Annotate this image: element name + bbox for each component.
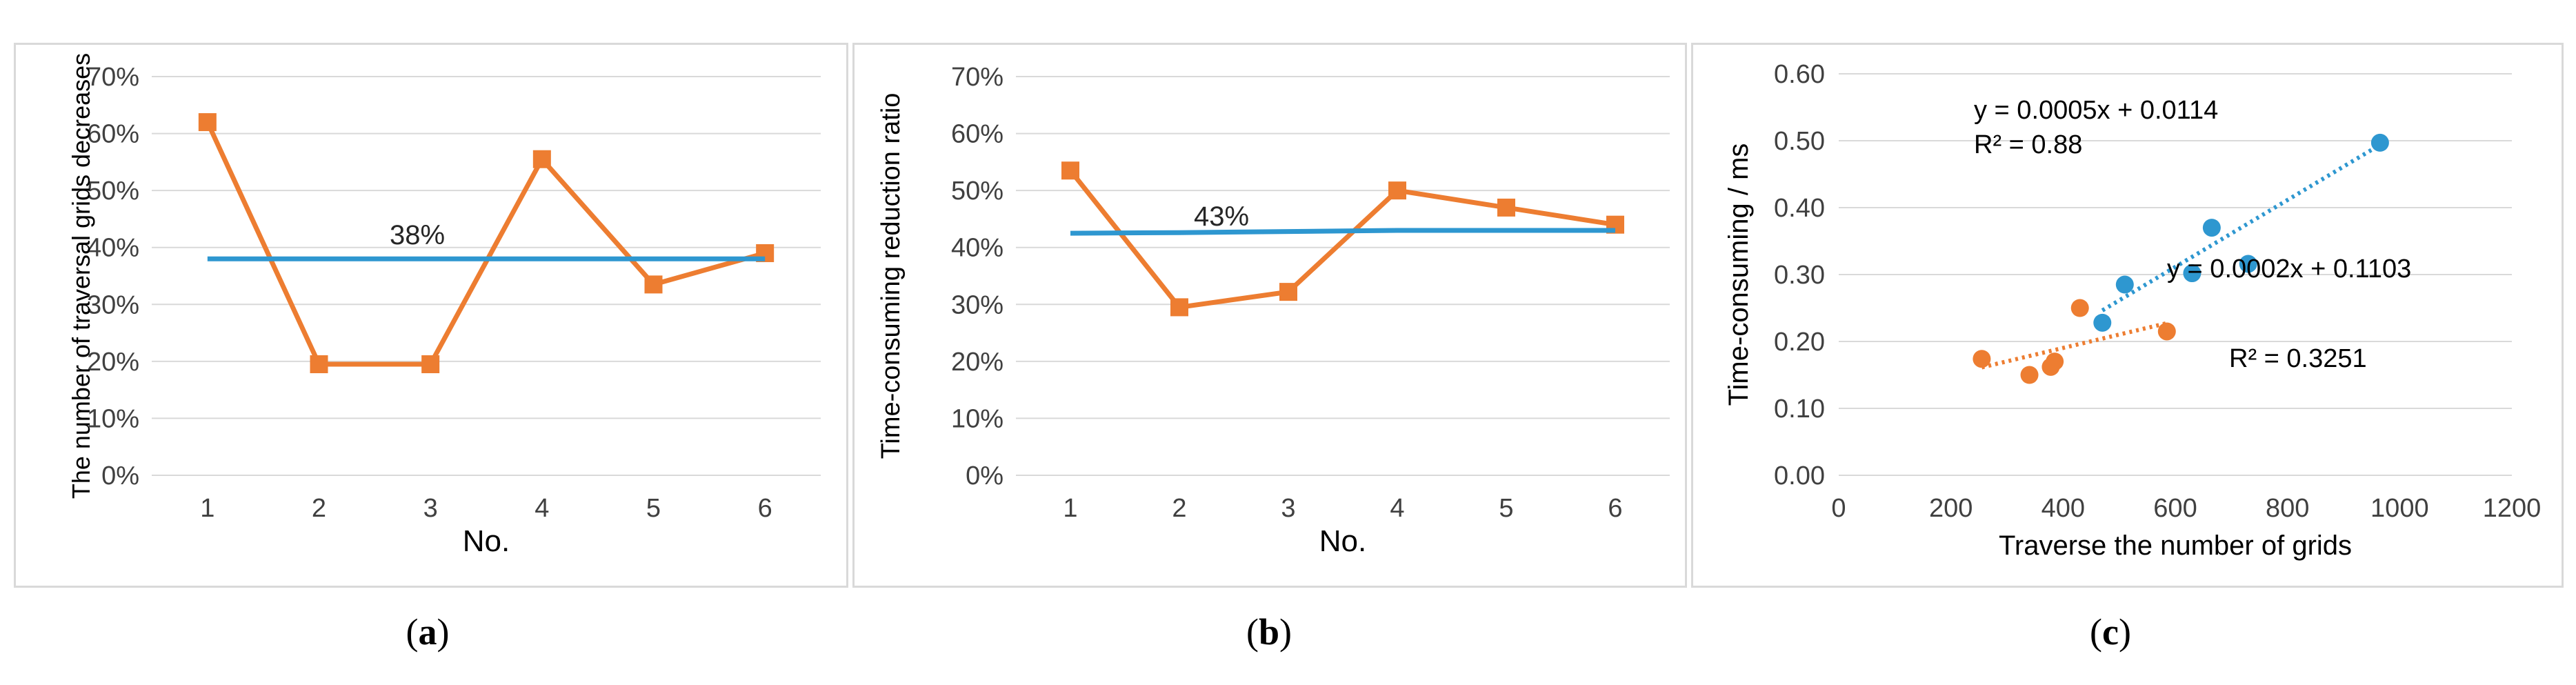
caption-b-open: ( — [1246, 611, 1259, 653]
chart-b-ytick-label: 10% — [951, 404, 1004, 433]
chart-a-xtick-label: 2 — [312, 494, 326, 523]
chart-b-ytick-label: 60% — [951, 120, 1004, 149]
chart-b-series-1-line — [1068, 169, 1616, 310]
chart-c-ytick-label: 0.30 — [1774, 261, 1825, 290]
caption-a-close: ) — [437, 611, 450, 653]
chart-c-series-1-point — [2183, 264, 2201, 283]
chart-c: 0.00 0.10 0.20 0.30 0.40 0.50 0.60 0 200 400 600 80… — [1724, 60, 2542, 561]
chart-c-ytick-label: 0.60 — [1774, 60, 1825, 89]
chart-a-ytick-label: 30% — [87, 290, 139, 319]
chart-c-series-1-point — [2093, 313, 2112, 332]
caption-c-open: ( — [2090, 611, 2103, 653]
caption-a-letter: a — [418, 611, 437, 653]
chart-c-xtick-label: 1200 — [2483, 494, 2542, 523]
chart-a-ytick-label: 10% — [87, 404, 139, 433]
chart-c-xtick-label: 600 — [2153, 494, 2197, 523]
chart-a-ytick-label: 20% — [87, 348, 139, 377]
chart-c-xtick-label: 200 — [1929, 494, 1973, 523]
chart-c-ytick-label: 0.50 — [1774, 127, 1825, 156]
chart-c-annotation: y = 0.0005x + 0.0114 — [1974, 96, 2218, 125]
chart-b-ytick-label: 20% — [951, 348, 1004, 377]
chart-b-xtick-label: 5 — [1499, 494, 1513, 523]
chart-c-trendline-1 — [2101, 143, 2382, 312]
chart-c-series-2-point — [2070, 299, 2089, 317]
chart-a-ytick-label: 50% — [87, 177, 139, 206]
chart-b-ytick-label: 70% — [951, 63, 1004, 92]
caption-b: (b) — [1200, 610, 1338, 653]
chart-a-series-1-point — [310, 355, 328, 373]
chart-a-series-1-point — [421, 355, 440, 373]
chart-c-series-1-point — [2115, 275, 2134, 294]
chart-a-xtick-label: 5 — [646, 494, 661, 523]
chart-b-series-1-point — [1279, 283, 1297, 301]
chart-b-series-1-point — [1497, 198, 1515, 217]
chart-a-series-1-point — [198, 113, 217, 132]
chart-c-xtick-label: 800 — [2266, 494, 2309, 523]
chart-b-ylabel: Time-consuming reduction ratio — [877, 93, 906, 459]
chart-b-xtick-label: 3 — [1281, 494, 1295, 523]
chart-c-xtick-label: 1000 — [2370, 494, 2429, 523]
chart-b-series-1-point — [1170, 298, 1188, 317]
chart-c-ytick-label: 0.20 — [1774, 328, 1825, 357]
chart-c-xtick-label: 0 — [1831, 494, 1846, 523]
chart-c-series-2-point — [1973, 350, 1991, 368]
chart-c-ytick-label: 0.10 — [1774, 395, 1825, 424]
chart-b-series-1-point — [1388, 181, 1406, 200]
chart-c-ylabel: Time-consuming / ms — [1724, 143, 1754, 406]
chart-c-ytick-label: 0.00 — [1774, 461, 1825, 490]
chart-b-xtick-label: 2 — [1172, 494, 1186, 523]
chart-c-series-2-point — [2020, 366, 2039, 384]
chart-b-ytick-label: 50% — [951, 177, 1004, 206]
chart-c-series-1-point — [2239, 255, 2257, 273]
chart-a-xtick-label: 3 — [423, 494, 438, 523]
chart-c-series-1-point — [2370, 133, 2389, 152]
chart-a-ylabel: The number of traversal grids decreases — [67, 53, 95, 499]
chart-b-annotation: 43% — [1194, 201, 1249, 232]
caption-a: (a) — [359, 610, 497, 653]
chart-a-annotation: 38% — [390, 220, 445, 250]
chart-a-xtick-label: 4 — [535, 494, 549, 523]
chart-c-series-2-point — [2157, 322, 2176, 341]
chart-a-series-1-line — [205, 121, 766, 367]
chart-a-ytick-label: 40% — [87, 234, 139, 263]
chart-a-ytick-label: 60% — [87, 120, 139, 149]
chart-a-xlabel: No. — [463, 524, 510, 558]
chart-b-series-2-line — [1070, 228, 1615, 236]
caption-b-letter: b — [1258, 611, 1280, 653]
chart-a-ytick-label: 70% — [87, 63, 139, 92]
caption-c-close: ) — [2118, 611, 2131, 653]
chart-c-trendline-2 — [1981, 321, 2168, 370]
chart-b-ytick-label: 30% — [951, 290, 1004, 319]
chart-c-frame — [1691, 43, 2564, 588]
chart-a-series-1-point — [644, 275, 663, 294]
chart-b-ytick-label: 40% — [951, 234, 1004, 263]
chart-b-ytick-label: 0% — [966, 461, 1004, 490]
chart-b-xlabel: No. — [1319, 524, 1366, 558]
chart-c-series-1-point — [2202, 219, 2221, 237]
chart-b-xtick-label: 1 — [1063, 494, 1077, 523]
chart-c-series-2-point — [2046, 353, 2064, 371]
chart-b: 0% 10% 20% 30% 40% 50% 60% 70% 1 2 3 4 5 6 No. Time-con… — [877, 63, 1670, 558]
chart-a-series-1-point — [532, 150, 551, 168]
caption-b-close: ) — [1279, 611, 1292, 653]
caption-c: (c) — [2041, 610, 2179, 653]
chart-a: 0% 10% 20% 30% 40% 50% 60% 70% 1 2 3 4 5 6 No. The numb… — [67, 53, 821, 558]
chart-b-xtick-label: 6 — [1608, 494, 1622, 523]
chart-a-ytick-label: 0% — [101, 461, 139, 490]
chart-b-series-1-point — [1061, 161, 1079, 180]
chart-c-annotation: y = 0.0002x + 0.1103 — [2167, 255, 2411, 284]
chart-c-ytick-label: 0.40 — [1774, 194, 1825, 223]
caption-a-open: ( — [406, 611, 419, 653]
chart-a-xtick-label: 1 — [200, 494, 214, 523]
caption-c-letter: c — [2102, 611, 2119, 653]
chart-c-xlabel: Traverse the number of grids — [1999, 530, 2352, 561]
chart-b-xtick-label: 4 — [1390, 494, 1404, 523]
chart-a-xtick-label: 6 — [758, 494, 772, 523]
chart-c-annotation: R² = 0.3251 — [2229, 344, 2367, 373]
chart-c-annotation: R² = 0.88 — [1974, 130, 2082, 159]
chart-c-xtick-label: 400 — [2041, 494, 2085, 523]
